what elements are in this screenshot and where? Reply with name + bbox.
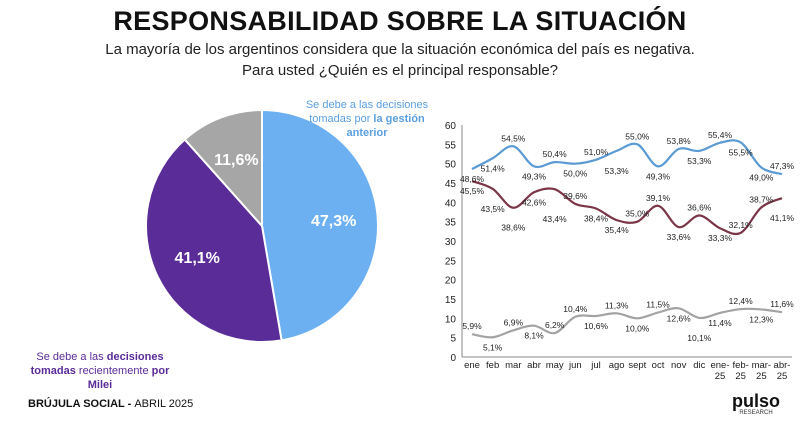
data-label: 32,1% [729,220,754,230]
data-label: 8,1% [524,331,544,341]
data-label: 38,6% [501,223,526,233]
x-tick-label: abr [527,360,541,371]
data-label: 36,6% [687,202,712,212]
data-label: 55,4% [708,130,733,140]
data-label: 50,4% [543,149,568,159]
y-tick-label: 25 [445,256,457,267]
x-tick-label: may [546,360,564,371]
x-tick-label: ene- [710,360,729,371]
data-label: 11,4% [708,318,732,328]
data-label: 51,4% [481,163,506,173]
data-label: 38,7% [749,194,774,204]
subtitle-line-2: Para usted ¿Quién es el principal respon… [241,62,559,79]
y-tick-label: 60 [445,121,457,132]
data-label: 10,6% [584,321,609,331]
x-tick-label: oct [652,360,665,371]
data-label: 12,4% [729,296,754,306]
y-tick-label: 15 [445,295,457,306]
y-tick-label: 10 [445,314,457,325]
data-label: 42,6% [522,197,547,207]
data-label: 10,1% [687,333,712,343]
data-label: 12,3% [749,314,774,324]
subtitle-line-1: La mayoría de los argentinos considera q… [105,41,695,58]
data-label: 10,0% [625,323,650,333]
x-tick-label: feb- [732,360,748,371]
x-tick-label: jun [568,360,582,371]
data-label: 48,6% [460,174,485,184]
data-label: 45,5% [460,186,485,196]
y-tick-label: 35 [445,218,457,229]
data-label: 43,4% [543,214,568,224]
data-label: 39,6% [563,191,588,201]
data-label: 6,9% [504,317,524,327]
x-tick-label: ene [464,360,480,371]
data-label: 49,0% [749,173,774,183]
data-label: 11,3% [605,300,629,310]
data-label: 12,6% [667,313,692,323]
series-line [471,307,783,339]
data-label: 6,2% [545,320,565,330]
x-tick-label: 25 [735,371,746,382]
pie-slice-label: 41,1% [175,250,220,267]
y-tick-label: 45 [445,179,457,190]
pie-slice-label: 47,3% [311,213,356,230]
footer: BRÚJULA SOCIAL - ABRIL 2025 [28,398,194,410]
pie-slice-label: 11,6% [214,152,258,169]
x-tick-label: sept [628,360,646,371]
pie-slice [183,108,263,229]
pie-slice [145,138,283,343]
data-label: 5,1% [483,342,503,352]
x-tick-label: 25 [715,371,726,382]
data-label: 10,4% [563,304,588,314]
legend-previous-government: Se debe a las decisiones tomadas por la … [305,99,429,139]
series-line [471,180,783,236]
data-label: 35,4% [605,225,630,235]
data-label: 41,1% [770,213,795,223]
x-tick-label: ago [609,360,625,371]
x-tick-label: mar- [752,360,772,371]
data-label: 43,5% [481,204,506,214]
y-tick-label: 5 [450,334,456,345]
series-line [471,139,783,176]
data-label: 55,5% [729,147,754,157]
data-label: 33,3% [708,233,733,243]
y-tick-label: 30 [445,237,457,248]
data-label: 49,3% [646,171,671,181]
y-tick-label: 0 [450,353,456,364]
x-tick-label: nov [671,360,687,371]
data-label: 5,9% [462,321,482,331]
legend-milei: Se debe a las decisiones tomadas recient… [30,351,170,391]
data-label: 11,6% [770,299,794,309]
data-label: 54,5% [501,133,526,143]
data-label: 53,3% [687,156,712,166]
data-label: 33,6% [667,232,692,242]
pie-slice [261,108,379,342]
x-tick-label: 25 [756,371,767,382]
data-label: 35,0% [625,209,650,219]
data-label: 50,0% [563,169,588,179]
y-tick-label: 20 [445,276,457,287]
y-tick-label: 40 [445,198,457,209]
y-tick-label: 55 [445,140,457,151]
data-label: 38,4% [584,214,609,224]
x-tick-label: 25 [777,371,788,382]
x-tick-label: abr- [774,360,791,371]
x-tick-label: feb [486,360,499,371]
y-tick-label: 50 [445,160,457,171]
logo: pulso RESEARCH [732,391,780,416]
x-tick-label: mar [505,360,521,371]
data-label: 55,0% [625,131,650,141]
x-tick-label: jul [590,360,601,371]
data-label: 11,5% [646,300,670,310]
data-label: 53,3% [605,166,630,176]
data-label: 53,8% [667,136,692,146]
data-label: 51,0% [584,147,609,157]
data-label: 39,1% [646,193,671,203]
data-label: 47,3% [770,161,795,171]
data-label: 49,3% [522,171,547,181]
page-title: RESPONSABILIDAD SOBRE LA SITUACIÓN [113,6,687,36]
x-tick-label: dic [693,360,705,371]
